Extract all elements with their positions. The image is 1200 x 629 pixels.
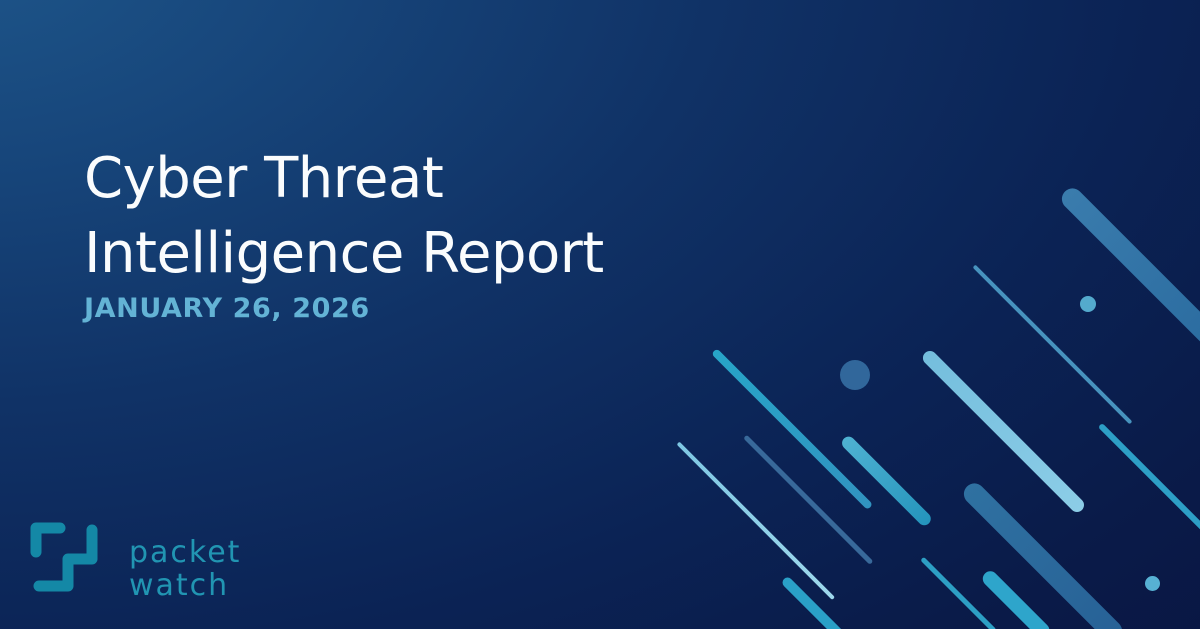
packetwatch-wordmark: packet watch: [129, 536, 241, 602]
packetwatch-logo: packet watch: [28, 516, 239, 602]
diagonal-streak: [920, 348, 1087, 515]
logo-steps-shape: [33, 524, 98, 592]
diagonal-streak: [979, 567, 1053, 629]
page-title: Cyber Threat Intelligence Report: [84, 141, 604, 291]
wordmark-line-1: packet: [129, 535, 242, 570]
diagonal-streak: [920, 556, 997, 629]
decor-dot: [1080, 296, 1096, 312]
page-title-line-1: Cyber Threat: [84, 145, 444, 211]
diagonal-streak: [743, 434, 874, 565]
diagonal-streak: [1057, 183, 1200, 351]
diagonal-streak: [959, 478, 1127, 629]
diagonal-streak: [676, 441, 835, 600]
diagonal-streak: [711, 348, 874, 511]
diagonal-streak: [839, 433, 934, 528]
decor-dot: [1144, 575, 1160, 591]
logo-corner-bracket-shape: [30, 522, 66, 558]
wordmark-line-2: watch: [129, 568, 230, 603]
decor-dot: [840, 360, 870, 390]
page-title-line-2: Intelligence Report: [84, 220, 604, 286]
diagonal-streak: [1097, 422, 1200, 535]
packetwatch-logo-icon: [30, 522, 98, 592]
report-date: JANUARY 26, 2026: [84, 293, 370, 324]
diagonal-streak: [972, 264, 1133, 425]
diagonal-streak: [780, 575, 845, 629]
